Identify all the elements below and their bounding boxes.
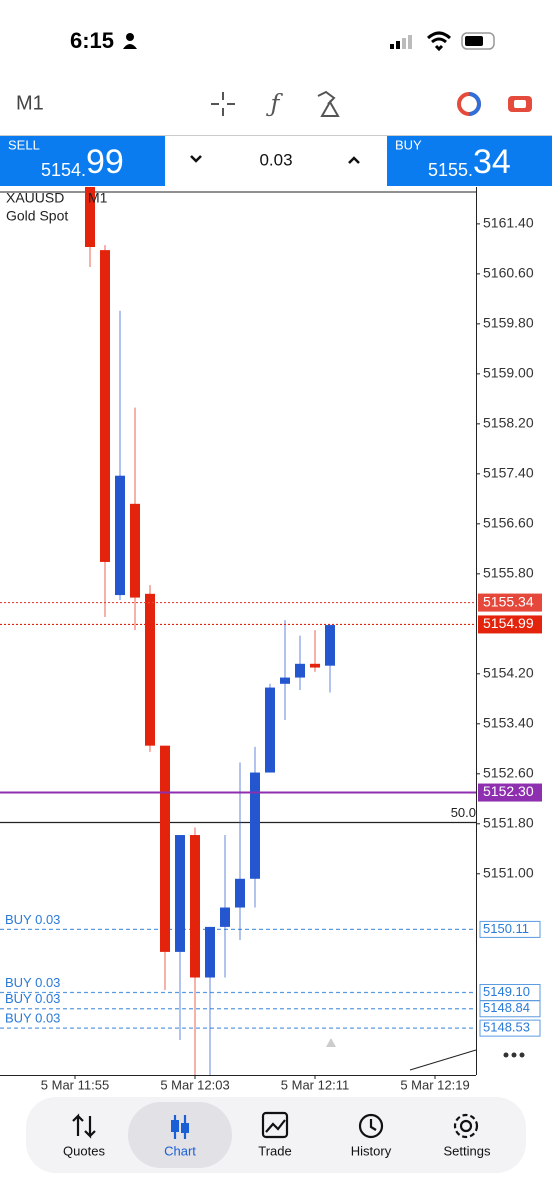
buy-label: BUY (395, 137, 422, 152)
order-price-label: 5149.10 (483, 984, 530, 999)
status-time: 6:15 (70, 28, 114, 53)
candle-body (220, 907, 230, 927)
candle-body (280, 677, 290, 684)
x-tick-label: 5 Mar 12:03 (160, 1077, 229, 1092)
y-tick-label: 5161.40 (483, 215, 534, 231)
price-label-box (478, 593, 542, 612)
nav-selected (128, 1102, 232, 1168)
order-label: BUY 0.03 (5, 1011, 60, 1026)
fib-label: 50.0 (451, 805, 476, 820)
y-tick-label: 5151.80 (483, 814, 534, 830)
candle-body (145, 593, 155, 746)
candle-body (100, 250, 110, 562)
candle-body (235, 878, 245, 908)
y-tick-label: 5153.40 (483, 715, 534, 731)
battery-icon (461, 32, 495, 50)
x-tick-label: 5 Mar 11:55 (41, 1077, 109, 1092)
x-tick-label: 5 Mar 12:19 (400, 1077, 469, 1092)
candle-body (310, 663, 320, 668)
battery-level (465, 36, 483, 46)
scroll-marker (326, 1038, 336, 1047)
y-tick-label: 5156.60 (483, 515, 534, 531)
candle-body (205, 926, 215, 978)
chart-icon (171, 1120, 189, 1133)
y-tick-label: 5159.00 (483, 365, 534, 381)
indicator-icon[interactable]: ƒ (266, 90, 284, 118)
volume[interactable]: 0.03 (259, 150, 292, 169)
symbol: XAUUSD (6, 190, 64, 206)
candle-body (325, 625, 335, 666)
sell-label: SELL (8, 137, 40, 152)
order-label: BUY 0.03 (5, 912, 60, 927)
y-tick-label: 5155.80 (483, 565, 534, 581)
candle-body (175, 835, 185, 952)
nav-bar (26, 1097, 526, 1173)
account-icon[interactable] (468, 92, 481, 116)
order-label: BUY 0.03 (5, 991, 60, 1006)
volume-down[interactable] (190, 155, 202, 163)
more-icon[interactable] (503, 1052, 525, 1058)
candle-body (115, 475, 125, 596)
nav-label[interactable]: Trade (258, 1143, 291, 1158)
buy-button[interactable] (387, 135, 552, 186)
person-icon (123, 44, 137, 49)
sell-price-big: 99 (86, 143, 124, 181)
x-tick-label: 5 Mar 12:11 (281, 1077, 349, 1092)
candle-body (130, 503, 140, 598)
sell-button[interactable] (0, 135, 165, 186)
nav-label[interactable]: Settings (444, 1143, 491, 1158)
candle-body (160, 745, 170, 952)
candle-body (85, 187, 95, 247)
order-price-label: 5148.84 (483, 1000, 530, 1015)
person-icon (126, 33, 134, 41)
y-tick-label: 5157.40 (483, 465, 534, 481)
trend-line (409, 1049, 477, 1071)
symbol-description: Gold Spot (6, 208, 68, 224)
candle-body (190, 835, 200, 978)
timeframe[interactable]: M1 (16, 92, 44, 114)
wifi-icon (426, 31, 452, 52)
trade-icon[interactable] (514, 100, 526, 108)
buy-price-big: 34 (473, 143, 511, 181)
volume-up[interactable] (348, 156, 360, 164)
objects-icon[interactable] (317, 90, 340, 117)
candle-body (265, 687, 275, 773)
order-price-label: 5148.53 (483, 1020, 530, 1035)
plot-area (0, 187, 476, 1075)
y-tick-label: 5160.60 (483, 265, 534, 281)
price-label: 5154.99 (483, 615, 534, 631)
price-label-box (478, 615, 542, 634)
order-price-box (479, 1019, 541, 1037)
order-price-label: 5150.11 (483, 921, 529, 936)
nav-label[interactable]: History (351, 1143, 392, 1158)
candle-body (250, 772, 260, 879)
order-price-box (479, 1000, 541, 1018)
order-price-box (479, 920, 541, 938)
signal-icon (390, 35, 412, 49)
buy-price: 5155. (428, 160, 473, 180)
chart-timeframe: M1 (88, 190, 108, 206)
y-tick-label: 5159.80 (483, 315, 534, 331)
y-tick-label: 5158.20 (483, 415, 534, 431)
nav-icons (72, 1111, 479, 1139)
price-label-box (478, 783, 542, 802)
nav-label[interactable]: Chart (164, 1143, 196, 1158)
price-label: 5155.34 (483, 593, 534, 609)
crosshair-icon[interactable] (211, 92, 235, 116)
price-label: 5152.30 (483, 783, 534, 799)
y-tick-label: 5151.00 (483, 864, 534, 880)
y-tick-label: 5152.60 (483, 764, 534, 780)
sell-price: 5154. (41, 160, 86, 180)
order-label: BUY 0.03 (5, 975, 60, 990)
y-tick-label: 5154.20 (483, 665, 534, 681)
candle-body (295, 663, 305, 678)
nav-label[interactable]: Quotes (63, 1143, 105, 1158)
